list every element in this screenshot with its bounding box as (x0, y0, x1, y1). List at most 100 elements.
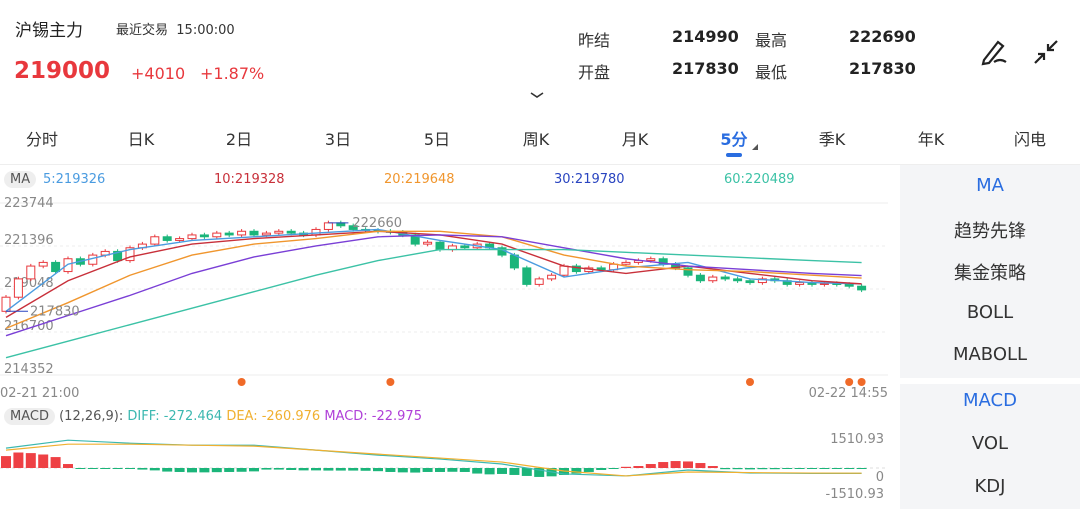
x-start-label: 02-21 21:00 (0, 386, 79, 401)
macd-bar (571, 468, 582, 474)
macd-bar (224, 468, 235, 472)
macd-bar (422, 468, 433, 472)
macd-bar (261, 468, 272, 470)
macd-y-tick: 1510.93 (830, 432, 884, 447)
candle (113, 250, 123, 262)
candlestick-chart[interactable]: 2237442213962190482167002143522226602178… (0, 190, 895, 405)
macd-tag[interactable]: MACD (4, 408, 55, 425)
tab-6[interactable]: 月K (621, 130, 649, 149)
macd-bar (856, 468, 867, 469)
macd-bar (174, 468, 185, 472)
ma30-line (5, 234, 862, 337)
candle (733, 278, 743, 282)
sidebar-item-7[interactable]: KDJ (974, 476, 1006, 497)
macd-bar (38, 454, 49, 468)
macd-bar (335, 468, 346, 471)
sidebar-item-1[interactable]: 趋势先锋 (954, 221, 1026, 242)
sidebar-item-4[interactable]: MABOLL (952, 344, 1028, 365)
macd-bar (410, 468, 421, 473)
stat-label: 最高 (755, 31, 788, 50)
sidebar-item-6[interactable]: VOL (971, 433, 1009, 454)
tab-7[interactable]: 5分 (720, 130, 748, 149)
macd-bar (807, 468, 817, 469)
ma30-legend: 30:219780 (554, 172, 625, 187)
y-tick-label: 216700 (4, 319, 54, 334)
candle (274, 230, 284, 234)
macd-bar (645, 464, 656, 468)
macd-bar (211, 468, 222, 473)
sidebar-item-2[interactable]: 集金策略 (954, 263, 1026, 284)
tab-0[interactable]: 分时 (25, 130, 58, 149)
candle (38, 261, 48, 267)
tab-2[interactable]: 2日 (225, 130, 253, 149)
signal-dot (237, 378, 246, 386)
tab-3[interactable]: 3日 (324, 130, 352, 149)
tab-1[interactable]: 日K (127, 130, 155, 149)
candle (460, 245, 470, 249)
macd-bar (286, 468, 297, 470)
macd-bar (831, 468, 842, 469)
candle (720, 276, 730, 280)
tab-5[interactable]: 周K (522, 130, 550, 149)
macd-bar (348, 468, 359, 471)
tab-4[interactable]: 5日 (423, 130, 451, 149)
macd-bar (844, 468, 855, 469)
max-label: 222660 (352, 216, 402, 231)
ma-tag[interactable]: MA (4, 171, 37, 188)
macd-bar (435, 468, 445, 472)
macd-value: MACD: -22.975 (324, 409, 422, 424)
tab-9[interactable]: 年K (917, 130, 945, 149)
macd-bar (323, 468, 334, 471)
candle (646, 258, 656, 262)
candle (410, 234, 420, 245)
macd-bar (50, 457, 61, 468)
price-change: +4010 (131, 64, 186, 83)
diff-value: DIFF: -272.464 (127, 409, 223, 424)
min-label: 217830 (30, 304, 80, 319)
tab-8[interactable]: 季K (818, 130, 846, 149)
macd-bar (596, 468, 607, 470)
y-tick-label: 221396 (4, 233, 54, 248)
candle (286, 230, 296, 234)
sidebar-item-5[interactable]: MACD (963, 390, 1017, 411)
tab-10[interactable]: 闪电 (1013, 130, 1046, 149)
macd-chart[interactable]: 1510.93 0 -1510.93 (0, 430, 895, 509)
macd-bar (63, 464, 73, 468)
macd-bar (459, 468, 470, 472)
candle (51, 261, 61, 273)
signal-dot (857, 378, 866, 386)
macd-bar (757, 468, 768, 470)
draw-icon[interactable] (980, 36, 1008, 66)
sidebar-divider (900, 378, 1080, 384)
dropdown-triangle-icon[interactable] (752, 144, 758, 150)
macd-bar (25, 453, 36, 468)
stat-label: 开盘 (578, 63, 611, 82)
macd-bar (633, 466, 644, 468)
macd-bar (695, 463, 706, 468)
signal-dot (845, 378, 854, 386)
sidebar-item-3[interactable]: BOLL (966, 302, 1014, 323)
stat-value: 222690 (849, 27, 916, 46)
macd-bar (707, 466, 718, 468)
active-tab-indicator (726, 153, 742, 157)
x-end-label: 02-22 14:55 (809, 386, 888, 401)
candle (199, 234, 209, 238)
sidebar-item-0[interactable]: MA (976, 175, 1004, 196)
candle (150, 236, 160, 245)
macd-bar (236, 468, 247, 472)
collapse-icon[interactable] (1032, 38, 1060, 66)
candle (534, 278, 544, 285)
macd-bar (732, 468, 743, 470)
ma60-line (5, 248, 862, 359)
candle (621, 261, 631, 265)
macd-bar (187, 468, 197, 473)
dea-line (5, 443, 862, 477)
chevron-down-icon[interactable] (529, 90, 545, 100)
y-tick-label: 214352 (4, 362, 54, 377)
macd-bar (745, 468, 755, 470)
last-trade: 最近交易 15:00:00 (116, 19, 235, 38)
indicator-sidebar (900, 165, 1080, 509)
candle (571, 265, 581, 273)
macd-bar (447, 468, 458, 472)
macd-bar (373, 468, 383, 472)
